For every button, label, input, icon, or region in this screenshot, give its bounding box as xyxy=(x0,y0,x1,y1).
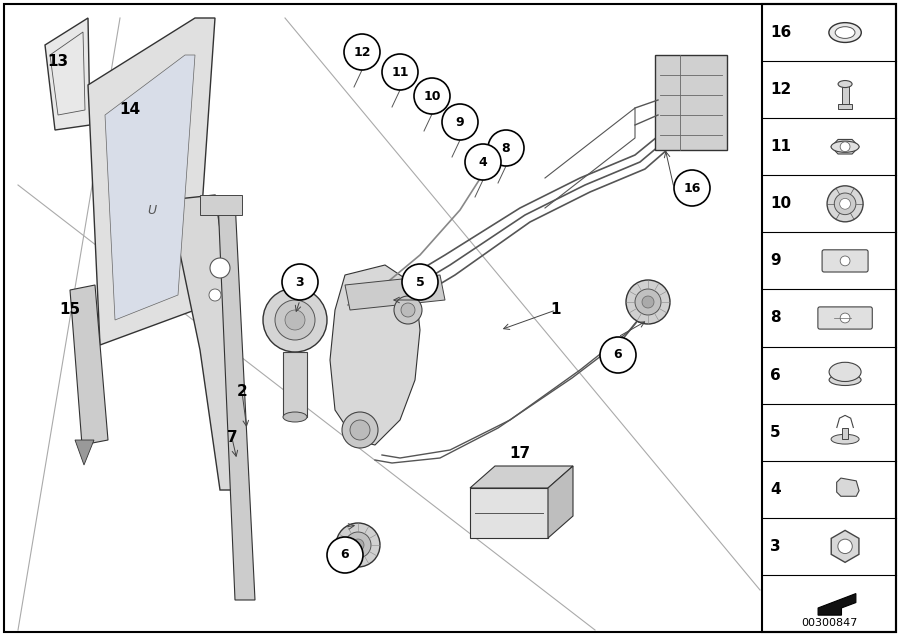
Circle shape xyxy=(841,256,850,266)
Polygon shape xyxy=(548,466,573,538)
Circle shape xyxy=(285,310,305,330)
Circle shape xyxy=(827,186,863,222)
Text: 9: 9 xyxy=(770,253,780,268)
Circle shape xyxy=(275,300,315,340)
Polygon shape xyxy=(837,478,859,496)
Ellipse shape xyxy=(283,412,307,422)
Ellipse shape xyxy=(835,27,855,38)
Text: U: U xyxy=(148,204,157,216)
Polygon shape xyxy=(832,530,859,562)
Circle shape xyxy=(394,296,422,324)
Text: 8: 8 xyxy=(501,141,510,155)
Polygon shape xyxy=(470,488,548,538)
Circle shape xyxy=(838,539,852,553)
Circle shape xyxy=(674,170,710,206)
FancyBboxPatch shape xyxy=(822,250,868,272)
Ellipse shape xyxy=(838,81,852,88)
Circle shape xyxy=(401,303,415,317)
Text: 6: 6 xyxy=(341,548,349,562)
Ellipse shape xyxy=(829,23,861,43)
Text: 12: 12 xyxy=(770,82,791,97)
Circle shape xyxy=(352,539,364,551)
Text: 2: 2 xyxy=(237,385,248,399)
Text: 14: 14 xyxy=(120,102,140,118)
Circle shape xyxy=(635,289,661,315)
Text: 6: 6 xyxy=(770,368,781,383)
Text: 6: 6 xyxy=(614,349,622,361)
Circle shape xyxy=(442,104,478,140)
Circle shape xyxy=(336,523,380,567)
Polygon shape xyxy=(345,275,445,310)
Circle shape xyxy=(350,420,370,440)
Bar xyxy=(842,428,848,439)
Bar xyxy=(655,55,727,150)
Text: 13: 13 xyxy=(48,55,68,69)
Circle shape xyxy=(841,313,850,323)
Circle shape xyxy=(840,198,850,209)
Circle shape xyxy=(263,288,327,352)
Polygon shape xyxy=(470,466,573,488)
Text: 9: 9 xyxy=(455,116,464,128)
Text: 4: 4 xyxy=(479,155,488,169)
Ellipse shape xyxy=(829,375,861,385)
Text: 5: 5 xyxy=(770,425,780,439)
Polygon shape xyxy=(330,265,420,445)
Text: 1: 1 xyxy=(551,303,562,317)
Text: 16: 16 xyxy=(683,181,701,195)
Circle shape xyxy=(327,537,363,573)
Ellipse shape xyxy=(829,363,861,382)
Polygon shape xyxy=(88,18,215,345)
Text: 11: 11 xyxy=(392,66,409,78)
Circle shape xyxy=(402,264,438,300)
Text: 8: 8 xyxy=(770,310,780,326)
Circle shape xyxy=(834,193,856,214)
Circle shape xyxy=(841,142,850,151)
Polygon shape xyxy=(218,200,255,600)
Text: 12: 12 xyxy=(353,46,371,59)
Ellipse shape xyxy=(831,141,860,153)
Circle shape xyxy=(342,412,378,448)
Circle shape xyxy=(209,289,221,301)
Polygon shape xyxy=(45,18,90,130)
Circle shape xyxy=(282,264,318,300)
Circle shape xyxy=(488,130,524,166)
Text: 17: 17 xyxy=(509,446,531,462)
Circle shape xyxy=(414,78,450,114)
Text: 5: 5 xyxy=(416,275,425,289)
Circle shape xyxy=(626,280,670,324)
Bar xyxy=(283,352,307,417)
Circle shape xyxy=(465,144,501,180)
Text: 15: 15 xyxy=(59,303,81,317)
Polygon shape xyxy=(105,55,195,320)
Text: 4: 4 xyxy=(770,482,780,497)
Text: 7: 7 xyxy=(227,431,238,445)
Circle shape xyxy=(382,54,418,90)
Text: 3: 3 xyxy=(296,275,304,289)
Polygon shape xyxy=(168,195,248,490)
Text: 10: 10 xyxy=(770,197,791,211)
Text: 11: 11 xyxy=(770,139,791,154)
Text: 16: 16 xyxy=(770,25,791,40)
Ellipse shape xyxy=(831,434,860,444)
Polygon shape xyxy=(818,593,856,615)
Text: 3: 3 xyxy=(770,539,780,554)
Bar xyxy=(838,104,852,109)
Polygon shape xyxy=(831,139,860,154)
Text: 10: 10 xyxy=(423,90,441,102)
Polygon shape xyxy=(70,285,108,445)
Circle shape xyxy=(642,296,654,308)
Bar xyxy=(842,84,849,105)
Circle shape xyxy=(600,337,636,373)
Bar xyxy=(762,4,896,632)
Polygon shape xyxy=(75,440,94,465)
Circle shape xyxy=(210,258,230,278)
Circle shape xyxy=(345,532,371,558)
Text: 00300847: 00300847 xyxy=(801,618,857,628)
FancyBboxPatch shape xyxy=(818,307,872,329)
Bar xyxy=(200,195,242,215)
Circle shape xyxy=(344,34,380,70)
